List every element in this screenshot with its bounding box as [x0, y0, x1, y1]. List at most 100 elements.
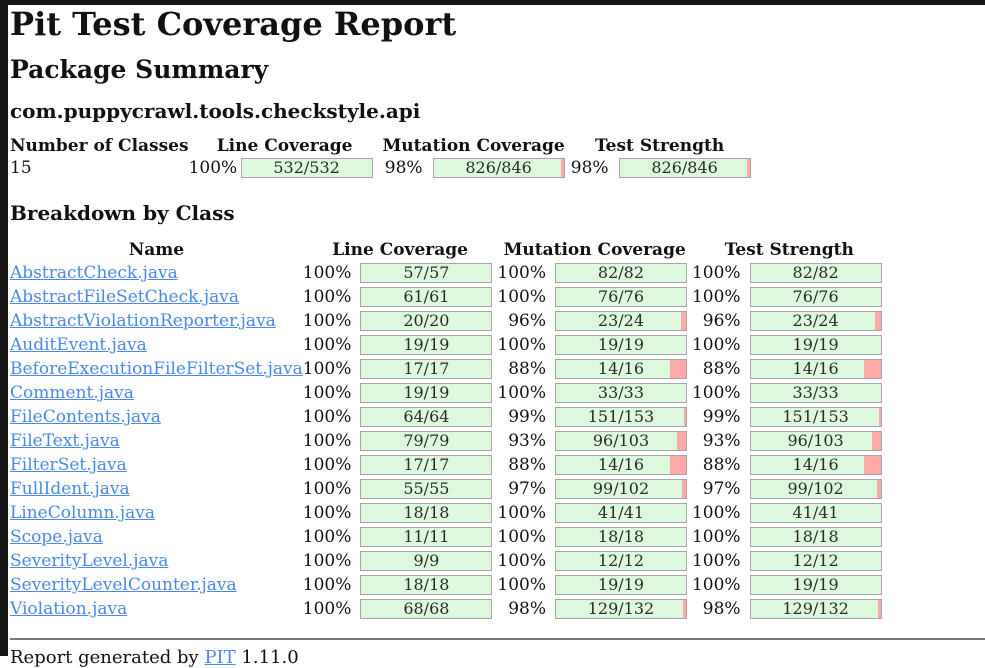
summary-header-line-coverage: Line Coverage	[216, 136, 353, 156]
mutation-coverage-percent: 96%	[508, 311, 546, 331]
test-strength-percent: 100%	[691, 383, 741, 403]
test-strength-bar: 82/82	[749, 263, 882, 284]
test-strength-bar: 12/12	[749, 551, 882, 572]
coverage-bar-legend: 129/132	[782, 599, 849, 619]
test-strength-bar: 23/24	[749, 311, 882, 332]
coverage-bar-fill	[361, 456, 492, 475]
coverage-bar-fill	[750, 456, 865, 475]
class-name-cell: LineColumn.java	[10, 501, 303, 525]
test-strength-percent: 88%	[702, 455, 741, 475]
class-link[interactable]: SeverityLevel.java	[10, 551, 169, 571]
coverage-bar-fill	[750, 576, 881, 595]
class-link[interactable]: FullIdent.java	[10, 479, 130, 499]
test-strength-percent: 100%	[691, 503, 741, 523]
coverage-bar-fill	[555, 600, 684, 619]
coverage-bar-legend: 9/9	[413, 551, 440, 571]
coverage-bar-fill	[361, 336, 492, 355]
mutation-coverage-bar-cell: 151/153	[546, 405, 692, 429]
test-strength-bar: 14/16	[749, 455, 882, 476]
coverage-bar-legend: 41/41	[792, 503, 839, 523]
mutation-coverage-bar-cell: 96/103	[546, 429, 692, 453]
class-link[interactable]: Violation.java	[10, 599, 128, 619]
test-strength-bar-cell: 12/12	[741, 549, 887, 573]
coverage-bar-legend: 12/12	[792, 551, 839, 571]
test-strength-bar-cell: 33/33	[741, 381, 887, 405]
test-strength-bar-cell: 19/19	[741, 333, 887, 357]
line-coverage-bar: 19/19	[360, 383, 493, 404]
coverage-bar-legend: 76/76	[597, 287, 645, 307]
line-coverage-bar-cell: 18/18	[351, 501, 497, 525]
mutation-coverage-percent: 97%	[508, 479, 546, 499]
line-coverage-bar: 57/57	[360, 263, 493, 284]
line-coverage-bar: 17/17	[360, 359, 493, 380]
coverage-bar-legend: 57/57	[403, 263, 450, 283]
window-left-edge	[0, 0, 8, 656]
coverage-bar-fill	[555, 336, 686, 355]
line-coverage-bar: 64/64	[360, 407, 493, 428]
mutation-coverage-percent: 88%	[508, 455, 546, 475]
mutation-coverage-bar: 41/41	[554, 503, 687, 524]
class-link[interactable]: AuditEvent.java	[10, 335, 147, 355]
coverage-bar-legend: 19/19	[597, 335, 645, 355]
class-link[interactable]: AbstractFileSetCheck.java	[10, 287, 239, 307]
coverage-bar-legend: 99/102	[787, 479, 844, 499]
class-link[interactable]: FilterSet.java	[10, 455, 127, 475]
table-row: LineColumn.java 100% 18/18 100% 41/41 10…	[10, 501, 887, 525]
test-strength-percent: 100%	[691, 551, 741, 571]
breakdown-heading: Breakdown by Class	[10, 201, 235, 225]
mutation-coverage-bar: 18/18	[554, 527, 687, 548]
line-coverage-percent: 100%	[302, 383, 352, 403]
coverage-bar-fill	[555, 432, 678, 451]
coverage-bar-legend: 23/24	[792, 311, 839, 331]
breakdown-header-line-coverage: Line Coverage	[332, 240, 468, 260]
breakdown-header-mutation-coverage: Mutation Coverage	[503, 240, 686, 260]
test-strength-percent: 88%	[702, 359, 741, 379]
mutation-coverage-percent: 100%	[497, 335, 546, 355]
coverage-bar-fill	[361, 576, 492, 595]
table-row: SeverityLevel.java 100% 9/9 100% 12/12 1…	[10, 549, 887, 573]
test-strength-bar: 19/19	[749, 335, 882, 356]
test-strength-bar-cell: 18/18	[741, 525, 887, 549]
class-link[interactable]: Comment.java	[10, 383, 134, 403]
breakdown-table: Name Line Coverage Mutation Coverage Tes…	[10, 239, 887, 621]
line-coverage-bar-cell: 17/17	[351, 453, 497, 477]
coverage-bar-legend: 826/846	[651, 158, 718, 178]
class-link[interactable]: AbstractCheck.java	[10, 263, 178, 283]
coverage-bar-fill	[750, 408, 879, 427]
line-coverage-bar: 19/19	[360, 335, 493, 356]
mutation-coverage-percent: 99%	[508, 407, 546, 427]
coverage-bar-legend: 68/68	[403, 599, 450, 619]
coverage-bar-legend: 19/19	[792, 575, 839, 595]
class-link[interactable]: BeforeExecutionFileFilterSet.java	[10, 359, 303, 379]
line-coverage-percent: 100%	[302, 335, 352, 355]
line-coverage-percent: 100%	[302, 479, 352, 499]
table-row: AbstractViolationReporter.java 100% 20/2…	[10, 309, 887, 333]
test-strength-bar: 14/16	[749, 359, 882, 380]
class-link[interactable]: FileText.java	[10, 431, 120, 451]
line-coverage-percent: 100%	[188, 157, 238, 178]
table-row: AbstractFileSetCheck.java 100% 61/61 100…	[10, 285, 887, 309]
class-link[interactable]: SeverityLevelCounter.java	[10, 575, 237, 595]
class-link[interactable]: AbstractViolationReporter.java	[10, 311, 276, 331]
test-strength-percent: 100%	[691, 263, 741, 283]
coverage-bar-fill	[555, 360, 670, 379]
mutation-coverage-bar: 12/12	[554, 551, 687, 572]
mutation-coverage-bar-cell: 76/76	[546, 285, 692, 309]
line-coverage-bar-cell: 19/19	[351, 333, 497, 357]
summary-mutation-coverage-cell: 98% 826/846	[381, 157, 567, 179]
coverage-bar-legend: 17/17	[403, 455, 450, 475]
line-coverage-percent: 100%	[302, 455, 352, 475]
line-coverage-bar-cell: 79/79	[351, 429, 497, 453]
coverage-bar-fill	[750, 288, 881, 307]
class-link[interactable]: FileContents.java	[10, 407, 161, 427]
coverage-bar-fill	[433, 159, 561, 178]
class-name-cell: SeverityLevel.java	[10, 549, 303, 573]
coverage-bar-fill	[361, 384, 492, 403]
test-strength-bar-cell: 82/82	[741, 261, 887, 285]
class-link[interactable]: LineColumn.java	[10, 503, 155, 523]
class-link[interactable]: Scope.java	[10, 527, 103, 547]
pit-link[interactable]: PIT	[204, 647, 236, 668]
line-coverage-bar-cell: 18/18	[351, 573, 497, 597]
mutation-coverage-bar-cell: 14/16	[546, 453, 692, 477]
coverage-bar-fill	[361, 504, 492, 523]
